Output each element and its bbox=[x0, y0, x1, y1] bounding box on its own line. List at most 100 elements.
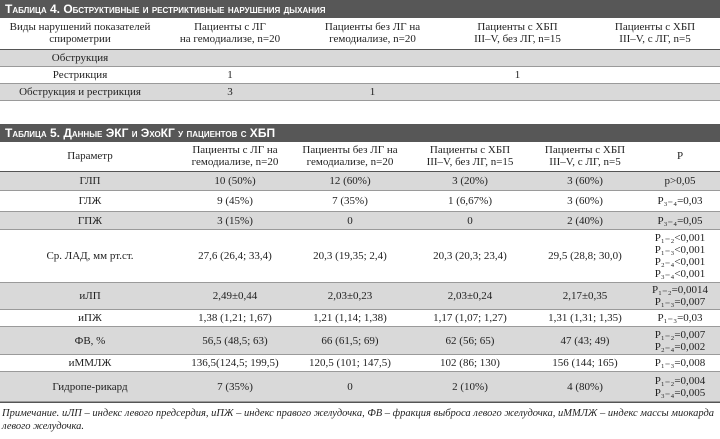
row: ГЛЖ 9 (45%) 7 (35%) 1 (6,67%) 3 (60%) P₃₋₄=0,… bbox=[0, 190, 720, 212]
cell: иЛП bbox=[0, 282, 180, 310]
cell-text: Ср. ЛАД, мм рт.ст. bbox=[46, 250, 134, 262]
table-title: Таблица 4. Обструктивные и рестриктивные… bbox=[0, 0, 720, 18]
cell-text: 12 (60%) bbox=[329, 175, 371, 187]
cell-line: P₂₋₄<0,001 bbox=[654, 256, 706, 268]
cell: 0 bbox=[290, 371, 410, 402]
cell: 156 (144; 165) bbox=[530, 354, 640, 372]
table: Параметр Пациенты с ЛГ на гемодиализе, n=2… bbox=[0, 141, 720, 402]
cell-text: 1 bbox=[514, 68, 521, 81]
cell-text: 0 bbox=[467, 214, 473, 227]
cell-text: P₁₋₃=0,008 bbox=[654, 357, 706, 369]
cell-text: ГПЖ bbox=[77, 214, 103, 227]
row: иПЖ 1,38 (1,21; 1,67) 1,21 (1,14; 1,38) 1,1… bbox=[0, 309, 720, 327]
cell-text: 29,5 (28,8; 30,0) bbox=[548, 250, 622, 262]
cell-text: 156 (144; 165) bbox=[552, 357, 618, 369]
header-cell: Пациенты с ХБП III–V, без ЛГ, n=15 bbox=[410, 141, 530, 172]
cell: 47 (43; 49) bbox=[530, 326, 640, 355]
cell bbox=[590, 49, 720, 67]
cell-text: 1,17 (1,07; 1,27) bbox=[433, 312, 507, 324]
header-cell: Пациенты с ХБП III–V, с ЛГ, n=5 bbox=[590, 18, 720, 50]
cell-text: 102 (86; 130) bbox=[440, 357, 500, 369]
row: Рестрикция 1 1 bbox=[0, 66, 720, 84]
cell: ГЛП bbox=[0, 171, 180, 191]
cell: ФВ, % bbox=[0, 326, 180, 355]
cell: 12 (60%) bbox=[290, 171, 410, 191]
cell-text: 20,3 (19,35; 2,4) bbox=[313, 250, 387, 262]
cell-text: 3 (60%) bbox=[567, 175, 603, 187]
cell-text: иЛП bbox=[79, 290, 101, 302]
row: Ср. ЛАД, мм рт.ст. 27,6 (26,4; 33,4) 20,3 … bbox=[0, 229, 720, 283]
cell-line: Виды нарушений показателей bbox=[9, 21, 151, 34]
cell-text: 1,31 (1,31; 1,35) bbox=[548, 312, 622, 324]
cell-text: Параметр bbox=[67, 150, 113, 163]
cell: Ср. ЛАД, мм рт.ст. bbox=[0, 229, 180, 283]
cell-text: 2,17±0,35 bbox=[562, 290, 608, 302]
cell: P₁₋₃=0,008 bbox=[640, 354, 720, 372]
cell: 3 (15%) bbox=[180, 211, 290, 230]
cell: 3 (60%) bbox=[530, 190, 640, 212]
cell: 1 bbox=[160, 66, 300, 84]
cell-text: P₃₋₄=0,05 bbox=[657, 214, 703, 227]
cell-line: Пациенты с ХБП bbox=[429, 144, 511, 157]
cell-line: P₂₋₄=0,002 bbox=[654, 340, 706, 353]
cell-text: 0 bbox=[347, 380, 353, 393]
header-cell: Пациенты с ЛГ на гемодиализе, n=20 bbox=[160, 18, 300, 50]
cell: 4 (80%) bbox=[530, 371, 640, 402]
cell-line: III–V, с ЛГ, n=5 bbox=[619, 33, 691, 46]
cell: 29,5 (28,8; 30,0) bbox=[530, 229, 640, 283]
cell-text: 1 bbox=[369, 85, 376, 98]
cell: 2,03±0,23 bbox=[290, 282, 410, 310]
cell-text: 9 (45%) bbox=[217, 195, 253, 207]
cell-line: Пациенты с ЛГ на bbox=[192, 144, 278, 157]
cell-text: 0 bbox=[347, 214, 353, 227]
cell-text: 1 bbox=[227, 68, 233, 81]
cell-text: 27,6 (26,4; 33,4) bbox=[198, 250, 272, 262]
cell-text: 2,03±0,24 bbox=[447, 290, 493, 302]
table-title: Таблица 5. Данные ЭКГ и ЭхоКГ у пациенто… bbox=[0, 123, 720, 142]
note: Примечание. иЛП – индекс левого предсерд… bbox=[0, 402, 720, 433]
header-cell: Параметр bbox=[0, 141, 180, 172]
cell: P₁₋₃=0,03 bbox=[640, 309, 720, 327]
cell: 1,21 (1,14; 1,38) bbox=[290, 309, 410, 327]
cell: 7 (35%) bbox=[180, 371, 290, 402]
cell: 2,17±0,35 bbox=[530, 282, 640, 310]
cell bbox=[445, 49, 590, 67]
header-cell: Пациенты с ХБП III–V, без ЛГ, n=15 bbox=[445, 18, 590, 50]
cell-text: P₃₋₄=0,03 bbox=[657, 195, 703, 207]
cell-text: 1 (6,67%) bbox=[448, 195, 492, 207]
cell: 66 (61,5; 69) bbox=[290, 326, 410, 355]
cell-text: 2,49±0,44 bbox=[212, 290, 258, 302]
cell-text: 66 (61,5; 69) bbox=[321, 334, 379, 347]
cell-text: 3 bbox=[227, 85, 233, 98]
cell-text: Обструкция и рестрикция bbox=[19, 85, 141, 98]
cell-line: P₁₋₂=0,004 bbox=[654, 374, 706, 387]
cell-text: иПЖ bbox=[78, 312, 102, 324]
cell-text: иММЛЖ bbox=[68, 357, 112, 369]
cell-line: P₁₋₂<0,001 bbox=[654, 232, 706, 244]
cell: 120,5 (101; 147,5) bbox=[290, 354, 410, 372]
cell-text: 7 (35%) bbox=[332, 195, 368, 207]
cell: Обструкция и рестрикция bbox=[0, 83, 160, 101]
cell-line: P₁₋₂=0,0014 bbox=[651, 284, 709, 296]
cell: 1,31 (1,31; 1,35) bbox=[530, 309, 640, 327]
cell-text: Гидропе-рикард bbox=[52, 380, 128, 393]
cell-line: спирометрии bbox=[49, 33, 111, 46]
cell: 2 (40%) bbox=[530, 211, 640, 230]
row: Обструкция и рестрикция 3 1 bbox=[0, 83, 720, 101]
cell: 2 (10%) bbox=[410, 371, 530, 402]
cell bbox=[445, 83, 590, 101]
cell: 102 (86; 130) bbox=[410, 354, 530, 372]
cell-line: P₃₋₄=0,005 bbox=[654, 386, 706, 399]
cell-text: 7 (35%) bbox=[217, 380, 253, 393]
cell-line: P₁₋₃<0,001 bbox=[654, 244, 706, 256]
header-cell: Пациенты с ХБП III–V, с ЛГ, n=5 bbox=[530, 141, 640, 172]
cell: 20,3 (20,3; 23,4) bbox=[410, 229, 530, 283]
cell-text: 1,38 (1,21; 1,67) bbox=[198, 312, 272, 324]
cell: P₁₋₂=0,004 P₃₋₄=0,005 bbox=[640, 371, 720, 402]
row: иММЛЖ 136,5(124,5; 199,5) 120,5 (101; 147,… bbox=[0, 354, 720, 372]
cell-text: 10 (50%) bbox=[214, 175, 256, 187]
cell-line: гемодиализе, n=20 bbox=[329, 33, 416, 46]
cell: 2,49±0,44 bbox=[180, 282, 290, 310]
header-row: Виды нарушений показателей спирометрии Пац… bbox=[0, 18, 720, 50]
